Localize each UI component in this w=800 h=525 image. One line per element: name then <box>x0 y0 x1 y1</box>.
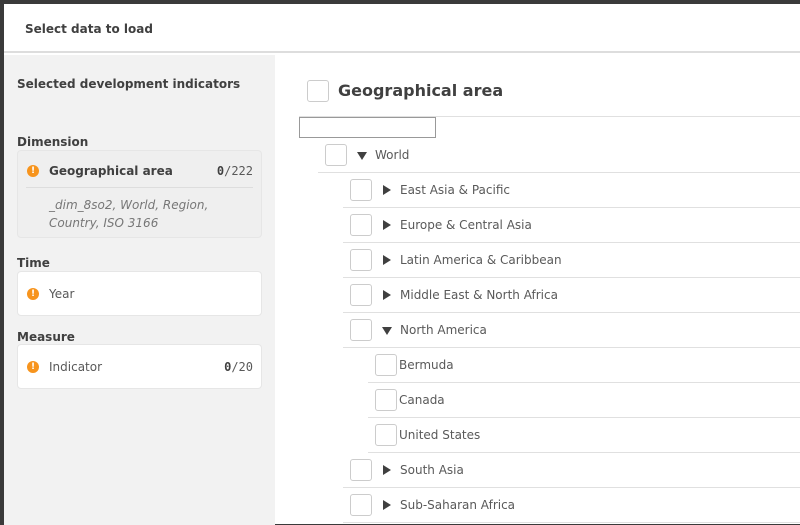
caret-right-icon[interactable] <box>383 465 391 475</box>
warning-icon: ! <box>27 288 39 300</box>
row-label: Middle East & North Africa <box>400 288 558 302</box>
caret-right-icon[interactable] <box>383 220 391 230</box>
row-label: World <box>375 148 410 162</box>
select-all-checkbox[interactable] <box>307 80 329 102</box>
dimension-fields: _dim_8so2, World, Region, Country, ISO 3… <box>49 198 209 230</box>
caret-right-icon[interactable] <box>383 255 391 265</box>
row-label: East Asia & Pacific <box>400 183 510 197</box>
tree-row[interactable]: Europe & Central Asia <box>343 208 800 243</box>
selected-indicators-heading: Selected development indicators <box>17 77 241 91</box>
row-checkbox[interactable] <box>350 319 372 341</box>
tree-row[interactable]: United States <box>368 418 800 453</box>
caret-down-icon[interactable] <box>357 152 367 160</box>
row-checkbox[interactable] <box>375 354 397 376</box>
row-checkbox[interactable] <box>350 284 372 306</box>
row-label: Latin America & Caribbean <box>400 253 562 267</box>
row-label: South Asia <box>400 463 464 477</box>
measure-name: Indicator <box>49 360 103 374</box>
time-name: Year <box>49 287 75 301</box>
row-checkbox[interactable] <box>350 179 372 201</box>
tree-row[interactable]: Middle East & North Africa <box>343 278 800 313</box>
warning-icon: ! <box>27 165 39 177</box>
row-label: North America <box>400 323 487 337</box>
dimension-card[interactable]: ! Geographical area 0/222 _dim_8so2, Wor… <box>17 150 262 238</box>
dimension-name: Geographical area <box>49 164 173 178</box>
tree-title: Geographical area <box>338 81 504 100</box>
left-panel: Selected development indicators Dimensio… <box>4 55 275 525</box>
tree-row[interactable]: Sub-Saharan Africa <box>343 488 800 523</box>
tree-row[interactable]: Bermuda <box>368 348 800 383</box>
divider <box>299 116 800 117</box>
select-data-dialog: Select data to load Selected development… <box>4 4 800 525</box>
caret-down-icon[interactable] <box>382 327 392 335</box>
row-label: Canada <box>399 393 445 407</box>
tree-row[interactable]: Canada <box>368 383 800 418</box>
row-checkbox[interactable] <box>375 389 397 411</box>
dialog-title: Select data to load <box>4 4 800 53</box>
row-label: Europe & Central Asia <box>400 218 532 232</box>
row-label: United States <box>399 428 481 442</box>
caret-right-icon[interactable] <box>383 290 391 300</box>
row-checkbox[interactable] <box>350 459 372 481</box>
warning-icon: ! <box>27 361 39 373</box>
search-input[interactable] <box>299 117 436 138</box>
right-panel: Geographical area World East Asia & Pacif… <box>275 55 800 525</box>
time-heading: Time <box>17 256 50 270</box>
row-checkbox[interactable] <box>350 214 372 236</box>
dimension-heading: Dimension <box>17 135 89 149</box>
row-checkbox[interactable] <box>350 494 372 516</box>
tree-row[interactable]: North America <box>343 313 800 348</box>
divider <box>26 187 253 188</box>
row-checkbox[interactable] <box>350 249 372 271</box>
row-checkbox[interactable] <box>325 144 347 166</box>
measure-heading: Measure <box>17 330 75 344</box>
row-checkbox[interactable] <box>375 424 397 446</box>
dimension-count: 0/222 <box>216 164 253 178</box>
caret-right-icon[interactable] <box>383 185 391 195</box>
tree-row[interactable]: Latin America & Caribbean <box>343 243 800 278</box>
tree-row[interactable]: South Asia <box>343 453 800 488</box>
measure-count: 0/20 <box>224 360 253 374</box>
row-label: Bermuda <box>399 358 454 372</box>
caret-right-icon[interactable] <box>383 500 391 510</box>
tree-row[interactable]: World <box>318 138 800 173</box>
time-card[interactable]: ! Year <box>17 271 262 316</box>
measure-card[interactable]: ! Indicator 0/20 <box>17 344 262 389</box>
row-label: Sub-Saharan Africa <box>400 498 516 512</box>
tree-row[interactable]: East Asia & Pacific <box>343 173 800 208</box>
